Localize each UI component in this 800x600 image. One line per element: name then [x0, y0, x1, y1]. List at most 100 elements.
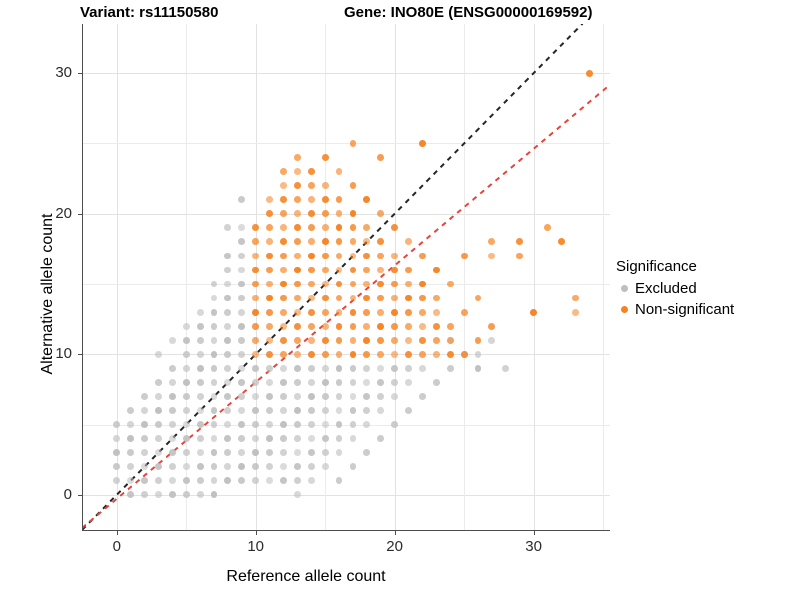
scatter-point: [293, 393, 301, 400]
scatter-point: [210, 435, 218, 443]
scatter-point: [335, 294, 343, 302]
x-tick-20: [394, 531, 396, 535]
scatter-point: [280, 308, 287, 316]
scatter-point: [363, 252, 371, 260]
scatter-point: [293, 463, 301, 471]
scatter-point: [293, 196, 301, 204]
scatter-point: [224, 308, 232, 316]
legend-entry-excluded[interactable]: Excluded: [616, 278, 734, 299]
scatter-point: [377, 379, 385, 386]
scatter-point: [335, 379, 343, 386]
scatter-point: [544, 224, 551, 232]
scatter-point: [419, 308, 426, 316]
scatter-point: [266, 477, 273, 485]
scatter-point: [293, 238, 301, 246]
gridline-vertical-10: [256, 24, 257, 530]
x-tick-label-20: 20: [386, 538, 403, 555]
scatter-point: [446, 364, 454, 372]
legend-entry-label: Excluded: [635, 280, 697, 297]
x-tick-10: [255, 531, 257, 535]
scatter-point: [266, 435, 273, 443]
scatter-point: [238, 449, 246, 457]
legend-entry-label: Non-significant: [635, 301, 735, 318]
scatter-point: [224, 477, 232, 485]
gridline-horizontal-0: [82, 495, 610, 496]
scatter-point: [224, 336, 232, 344]
scatter-point: [363, 407, 371, 414]
scatter-point: [293, 322, 301, 330]
scatter-point: [266, 449, 273, 457]
x-tick-label-10: 10: [247, 538, 265, 555]
scatter-point: [293, 266, 301, 274]
scatter-point: [293, 407, 301, 414]
scatter-point: [280, 393, 287, 400]
x-tick-30: [533, 531, 535, 535]
scatter-point: [307, 393, 315, 400]
legend-entry-non-significant[interactable]: Non-significant: [616, 299, 734, 320]
scatter-point: [280, 477, 287, 485]
scatter-point: [224, 449, 232, 457]
gridline-vertical-5: [186, 24, 187, 530]
gridline-vertical-20: [395, 24, 396, 530]
scatter-point: [293, 168, 301, 175]
scatter-point: [363, 266, 371, 274]
legend: Significance Excluded Non-significant: [616, 258, 734, 320]
scatter-point: [196, 379, 204, 386]
scatter-point: [238, 252, 246, 260]
scatter-point: [210, 477, 218, 485]
scatter-point: [474, 294, 482, 302]
scatter-point: [196, 449, 204, 457]
gridline-horizontal-15: [82, 284, 610, 285]
scatter-point: [446, 336, 454, 344]
scatter-point: [335, 477, 343, 485]
scatter-point: [224, 435, 232, 443]
x-axis-title: Reference allele count: [226, 568, 386, 585]
scatter-point: [196, 308, 204, 316]
scatter-point: [210, 449, 218, 457]
scatter-point: [307, 238, 315, 246]
y-tick-label-20: 20: [55, 204, 72, 222]
scatter-point: [280, 196, 287, 204]
scatter-point: [196, 477, 204, 485]
scatter-point: [419, 364, 426, 372]
scatter-point: [405, 364, 412, 372]
scatter-point: [293, 252, 301, 260]
scatter-point: [363, 196, 371, 204]
scatter-point: [349, 407, 357, 414]
expected-ratio-line: [82, 84, 610, 530]
scatter-point: [307, 168, 315, 175]
scatter-point: [307, 266, 315, 274]
gridline-horizontal-20: [82, 214, 610, 215]
scatter-point: [557, 238, 565, 246]
scatter-point: [405, 336, 412, 344]
scatter-point: [238, 308, 246, 316]
y-axis-title: Alternative allele count: [39, 213, 56, 375]
scatter-point: [335, 252, 343, 260]
scatter-point: [127, 449, 135, 457]
scatter-point: [405, 379, 412, 386]
scatter-point: [280, 336, 287, 344]
scatter-point: [335, 393, 343, 400]
scatter-point: [432, 266, 440, 274]
scatter-point: [280, 364, 287, 372]
scatter-point: [238, 477, 246, 485]
scatter-point: [363, 336, 371, 344]
scatter-point: [335, 322, 343, 330]
x-tick-0: [116, 531, 118, 535]
y-tick-10: [78, 354, 82, 356]
scatter-point: [432, 294, 440, 302]
scatter-point: [224, 252, 232, 260]
scatter-point: [405, 308, 412, 316]
scatter-point: [377, 364, 385, 372]
plot-panel: [82, 24, 610, 530]
x-tick-label-30: 30: [525, 538, 542, 555]
scatter-point: [293, 224, 301, 232]
scatter-point: [307, 435, 315, 443]
scatter-point: [335, 407, 343, 414]
scatter-point: [377, 322, 385, 330]
scatter-point: [335, 336, 343, 344]
scatter-point: [280, 266, 287, 274]
scatter-point: [210, 379, 218, 386]
scatter-point: [224, 294, 232, 302]
scatter-point: [266, 463, 273, 471]
